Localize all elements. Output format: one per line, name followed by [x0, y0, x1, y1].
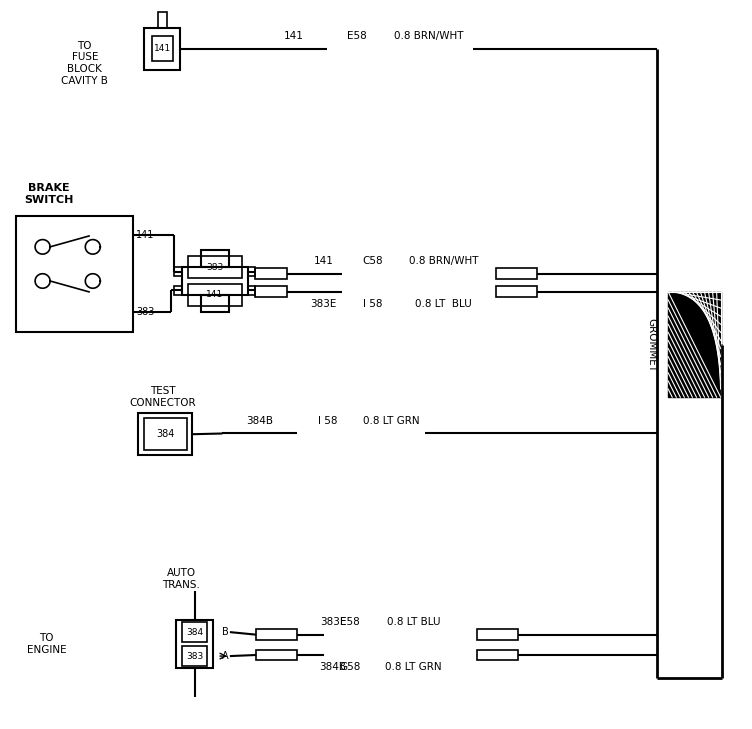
Text: G58: G58 [339, 663, 360, 672]
Text: BRAKE
SWITCH: BRAKE SWITCH [24, 183, 73, 205]
Text: I 58: I 58 [362, 299, 382, 309]
Bar [182, 647, 208, 666]
Text: 384B: 384B [320, 663, 347, 672]
Bar [144, 418, 187, 451]
Text: 141: 141 [314, 257, 333, 266]
Bar [174, 268, 182, 276]
Text: 384B: 384B [247, 416, 274, 426]
Bar [256, 286, 287, 297]
Bar [256, 629, 297, 640]
Text: 383E: 383E [311, 299, 337, 309]
Text: 141: 141 [154, 44, 171, 53]
Bar [182, 268, 248, 295]
Bar [182, 623, 208, 642]
Text: 383: 383 [186, 652, 203, 660]
Bar [201, 295, 229, 312]
Text: B: B [223, 627, 229, 637]
Text: 0.8 BRN/WHT: 0.8 BRN/WHT [408, 257, 478, 266]
Bar [188, 257, 242, 278]
Bar [248, 268, 256, 276]
Bar [138, 413, 193, 456]
Text: AUTO
TRANS.: AUTO TRANS. [162, 568, 200, 590]
Text: A: A [223, 651, 229, 661]
Text: 383: 383 [206, 262, 223, 272]
Bar [201, 250, 229, 268]
Text: 384: 384 [156, 429, 174, 439]
Text: 141: 141 [206, 290, 223, 300]
Text: 0.8 LT BLU: 0.8 LT BLU [387, 617, 440, 628]
Text: 0.8 LT  BLU: 0.8 LT BLU [415, 299, 472, 309]
Bar [248, 286, 256, 295]
Bar [496, 286, 537, 297]
Bar [188, 284, 242, 305]
Text: 0.8 LT GRN: 0.8 LT GRN [385, 663, 441, 672]
Bar [17, 216, 132, 332]
Text: 383: 383 [136, 307, 155, 317]
Text: I 58: I 58 [317, 416, 337, 426]
Text: TO
ENGINE: TO ENGINE [26, 634, 66, 655]
Bar [174, 286, 182, 295]
Bar [176, 620, 214, 668]
Bar [256, 268, 287, 279]
Text: 0.8 BRN/WHT: 0.8 BRN/WHT [394, 31, 463, 41]
Bar [158, 12, 167, 28]
Text: E58: E58 [340, 617, 359, 628]
Text: TO
FUSE
BLOCK
CAVITY B: TO FUSE BLOCK CAVITY B [62, 41, 108, 85]
Text: 384: 384 [186, 628, 203, 636]
Text: 141: 141 [284, 31, 304, 41]
Bar [496, 268, 537, 279]
Text: GROMMET: GROMMET [647, 318, 656, 372]
Bar [478, 629, 518, 640]
Text: 383E: 383E [320, 617, 346, 628]
Text: TEST
CONNECTOR: TEST CONNECTOR [129, 386, 196, 408]
Bar [478, 650, 518, 660]
Bar [256, 650, 297, 660]
Bar [669, 292, 720, 397]
Text: 0.8 LT GRN: 0.8 LT GRN [362, 416, 420, 426]
Bar [152, 36, 173, 61]
Text: C58: C58 [362, 257, 383, 266]
Text: 141: 141 [136, 230, 155, 241]
Bar [144, 28, 180, 70]
Text: E58: E58 [347, 31, 367, 41]
